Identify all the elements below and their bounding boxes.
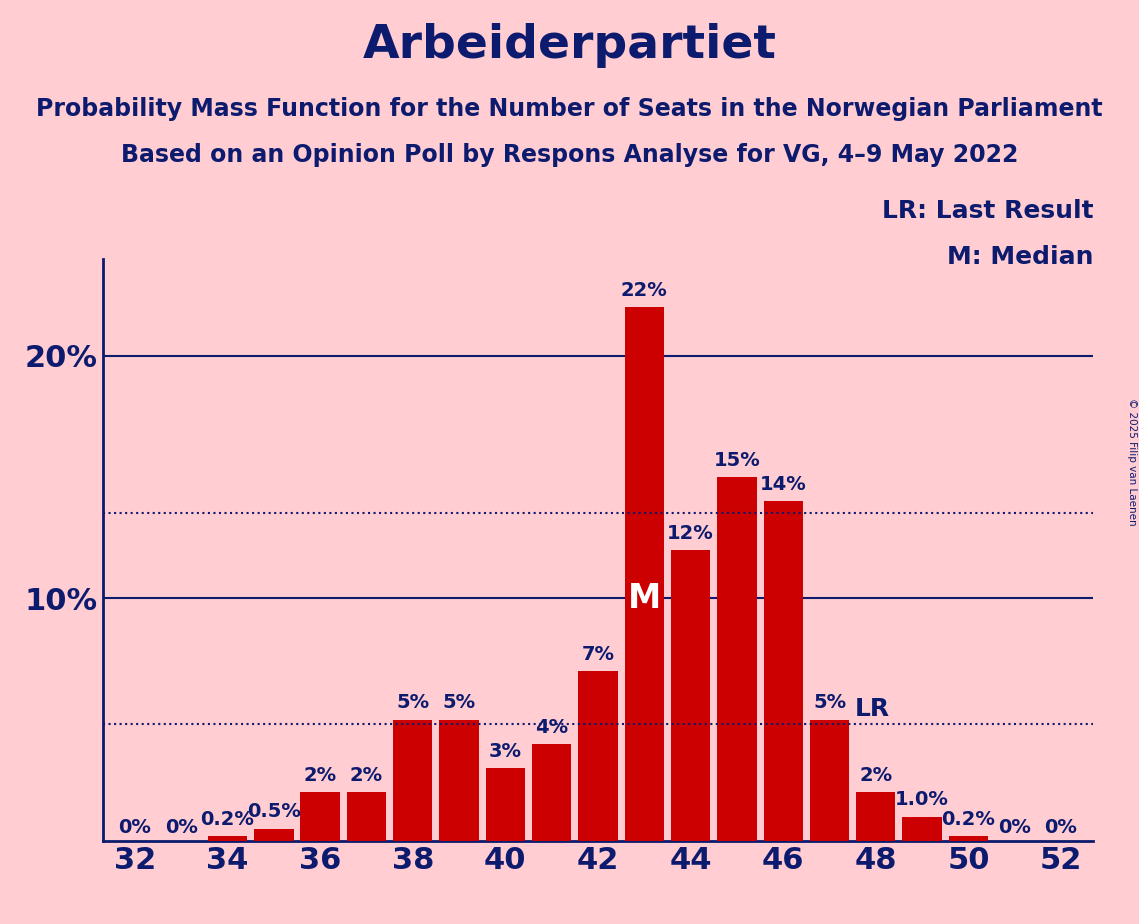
Bar: [624, 307, 664, 841]
Text: 0.2%: 0.2%: [942, 809, 995, 829]
Text: 0%: 0%: [1044, 818, 1077, 837]
Bar: [301, 793, 339, 841]
Bar: [857, 793, 895, 841]
Text: 12%: 12%: [667, 524, 714, 542]
Bar: [440, 720, 478, 841]
Text: Arbeiderpartiet: Arbeiderpartiet: [362, 23, 777, 68]
Text: 0%: 0%: [998, 818, 1031, 837]
Bar: [393, 720, 433, 841]
Text: 15%: 15%: [713, 451, 760, 469]
Bar: [902, 817, 942, 841]
Text: 14%: 14%: [760, 475, 806, 494]
Text: 0%: 0%: [118, 818, 151, 837]
Bar: [346, 793, 386, 841]
Bar: [254, 829, 294, 841]
Bar: [579, 671, 617, 841]
Text: M: Median: M: Median: [947, 245, 1093, 269]
Bar: [532, 744, 572, 841]
Text: 2%: 2%: [350, 766, 383, 785]
Bar: [810, 720, 850, 841]
Text: M: M: [628, 582, 661, 614]
Text: Probability Mass Function for the Number of Seats in the Norwegian Parliament: Probability Mass Function for the Number…: [36, 97, 1103, 121]
Text: 0%: 0%: [165, 818, 198, 837]
Text: 0.2%: 0.2%: [200, 809, 254, 829]
Bar: [718, 477, 756, 841]
Bar: [485, 768, 525, 841]
Text: 2%: 2%: [859, 766, 892, 785]
Text: 22%: 22%: [621, 281, 667, 300]
Bar: [671, 550, 711, 841]
Text: 4%: 4%: [535, 718, 568, 736]
Text: 7%: 7%: [582, 645, 614, 663]
Bar: [949, 836, 989, 841]
Text: 3%: 3%: [489, 742, 522, 760]
Text: 5%: 5%: [396, 693, 429, 712]
Text: © 2025 Filip van Laenen: © 2025 Filip van Laenen: [1126, 398, 1137, 526]
Text: LR: Last Result: LR: Last Result: [882, 199, 1093, 223]
Bar: [763, 501, 803, 841]
Text: 0.5%: 0.5%: [247, 802, 301, 821]
Text: Based on an Opinion Poll by Respons Analyse for VG, 4–9 May 2022: Based on an Opinion Poll by Respons Anal…: [121, 143, 1018, 167]
Text: 2%: 2%: [304, 766, 337, 785]
Bar: [207, 836, 247, 841]
Text: 1.0%: 1.0%: [895, 790, 949, 809]
Text: 5%: 5%: [442, 693, 476, 712]
Text: 5%: 5%: [813, 693, 846, 712]
Text: LR: LR: [855, 697, 890, 721]
